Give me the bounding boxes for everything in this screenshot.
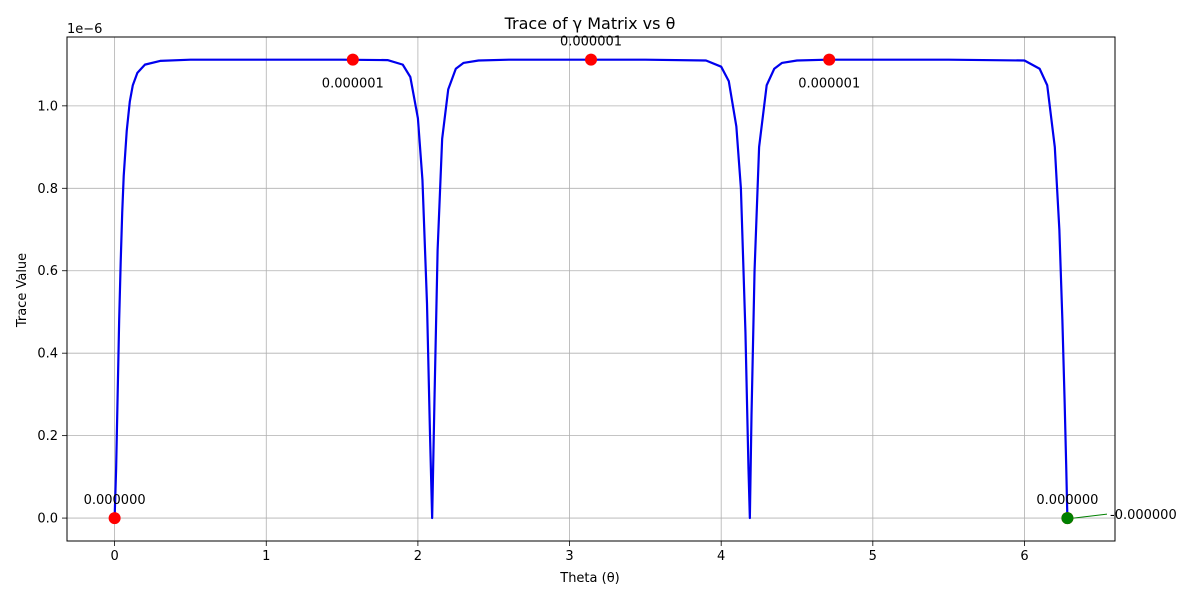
chart-title: Trace of γ Matrix vs θ — [504, 14, 676, 33]
data-point-label: 0.000001 — [798, 77, 860, 92]
x-tick-label: 4 — [717, 549, 725, 564]
x-tick-label: 5 — [869, 549, 877, 564]
y-tick-label: 0.0 — [37, 512, 58, 527]
data-point-marker — [1061, 512, 1074, 525]
y-tick-label: 0.2 — [37, 429, 58, 444]
grid — [67, 37, 1115, 541]
data-point-marker — [108, 512, 121, 525]
y-scale-label: 1e−6 — [67, 22, 102, 37]
series-line-0 — [113, 58, 1069, 520]
x-tick-label: 0 — [110, 549, 118, 564]
x-tick-label: 6 — [1020, 549, 1028, 564]
data-point-marker — [823, 53, 836, 66]
axes-frame — [66, 36, 1116, 542]
data-point-label: 0.000001 — [560, 35, 622, 50]
data-point-label: -0.000000 — [1110, 508, 1177, 523]
x-tick-label: 3 — [565, 549, 573, 564]
y-tick-label: 0.8 — [37, 182, 58, 197]
y-tick-label: 0.4 — [37, 347, 58, 362]
y-tick-label: 0.6 — [37, 264, 58, 279]
x-tick-label: 2 — [414, 549, 422, 564]
y-tick-label: 1.0 — [37, 99, 58, 114]
y-axis-ticks: 0.0 0.2 0.4 0.6 0.8 1.0 — [37, 99, 67, 527]
y-axis-label: Trace Value — [15, 253, 30, 328]
data-point-label: 0.000001 — [322, 77, 384, 92]
x-axis-label: Theta (θ) — [559, 571, 619, 586]
data-point-marker — [585, 53, 598, 66]
marker-layer: 0.000000 0.000001 0.000001 0.000001 0.000000… — [84, 35, 1177, 525]
annotation-arrow — [1073, 513, 1108, 519]
x-tick-label: 1 — [262, 549, 270, 564]
series-layer — [113, 58, 1069, 520]
data-point-label: 0.000000 — [84, 493, 146, 508]
x-axis-ticks: 0 1 2 3 4 5 6 — [110, 541, 1029, 564]
data-point-label: 0.000000 — [1036, 493, 1098, 508]
data-point-marker — [346, 53, 359, 66]
